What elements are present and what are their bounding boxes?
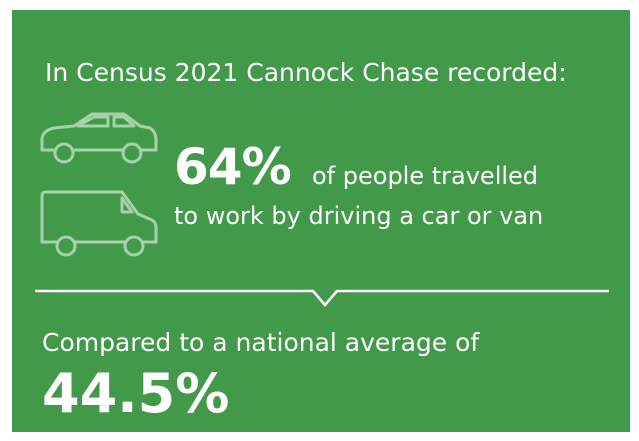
- heading: In Census 2021 Cannock Chase recorded:: [45, 58, 567, 87]
- van-icon: [40, 190, 158, 257]
- stat-value: 64%: [174, 138, 292, 196]
- infographic-card: In Census 2021 Cannock Chase recorded: 6…: [12, 10, 630, 432]
- stat-text: to work by driving a car or van: [174, 202, 544, 230]
- comparison-value: 44.5%: [42, 362, 230, 425]
- car-icon: [40, 112, 158, 164]
- comparison-text: Compared to a national average of: [42, 328, 480, 357]
- divider: [35, 289, 609, 307]
- decorations: [35, 112, 609, 307]
- stat-text: of people travelled: [312, 162, 539, 190]
